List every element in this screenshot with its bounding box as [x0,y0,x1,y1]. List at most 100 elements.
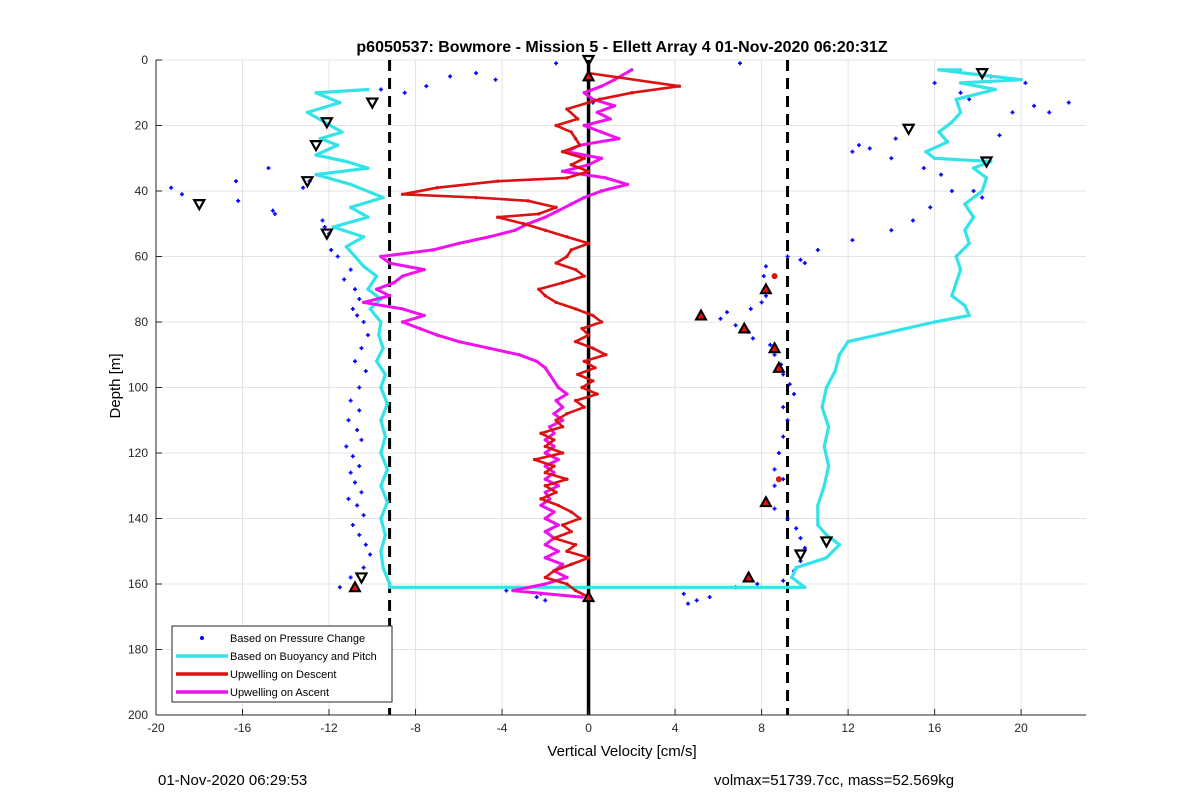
pressure-change-point [772,467,777,472]
upwelling-on-descentline-point [578,143,582,147]
pressure-change-point [1047,110,1052,115]
pressure-change-point [179,192,184,197]
based-on-buoyancy-and-pitchline-point [368,307,372,311]
upwelling-on-ascentline-point [543,477,548,481]
upwelling-on-ascentline-point [556,457,560,462]
up-triangle-marker [348,580,362,593]
pressure-change-point [893,136,898,141]
legend-box [171,625,393,703]
pressure-change-point [359,490,364,495]
pressure-change-point [798,257,803,262]
pressure-change-point [785,418,790,423]
based-on-buoyancy-and-pitchline-point [366,87,370,92]
legend-label: Upwelling on Ascent [230,687,329,699]
upwelling-on-descentline-point [543,575,548,580]
based-on-buoyancy-and-pitchline-point [305,110,310,115]
y-tick-label: 140 [128,512,148,526]
y-tick-label: 80 [135,315,149,329]
down-triangle-marker [979,156,994,169]
upwelling-on-ascentline-point [556,484,560,488]
upwelling-on-descentline-point [582,405,586,409]
pressure-change-point [355,503,360,508]
pressure-change-point [357,408,362,413]
pressure-change-point [802,545,807,550]
pressure-change-point [234,179,239,184]
based-on-buoyancy-and-pitchline-point [950,294,954,298]
x-tick-label: -12 [320,721,338,735]
y-tick-label: 60 [135,250,149,264]
pressure-change-point [856,143,861,148]
down-triangle-marker [319,117,334,130]
upwelling-on-descentline-point [576,372,580,377]
upwelling-on-descentline-point [565,235,569,239]
based-on-buoyancy-and-pitchline-point [366,166,370,170]
red-dot-marker [771,273,778,280]
pressure-change-point [368,552,373,557]
pressure-change-point [763,293,768,298]
upwelling-on-descentline-point [554,490,558,494]
x-tick-label: 12 [841,721,855,735]
pressure-change-point [681,591,686,596]
x-tick-label: -4 [497,721,508,735]
y-tick-label: 40 [135,184,149,198]
based-on-buoyancy-and-pitchline-point [314,91,318,95]
pressure-change-point [794,526,799,531]
upwelling-on-descentline-point [569,163,573,167]
upwelling-on-descentline-point [543,484,548,488]
upwelling-on-descentline-point [565,254,569,259]
based-on-buoyancy-and-pitchline-point [335,143,340,147]
upwelling-on-descentline-point [580,326,584,331]
upwelling-on-descentline-point [537,212,541,216]
pressure-change-point [352,287,357,292]
pressure-change-point [785,516,790,521]
up-triangle-marker [741,570,756,583]
upwelling-on-ascentline-point [582,123,586,128]
upwelling-on-descentline-point [582,156,586,160]
pressure-change-point [272,211,277,216]
pressure-change-point [357,385,362,390]
upwelling-on-descentline-point [582,359,586,363]
pressure-change-point [718,316,723,321]
upwelling-on-ascentline-point [630,68,634,72]
upwelling-on-ascentline-point [582,91,586,95]
upwelling-on-ascentline-point [513,228,517,232]
up-triangle-marker [737,321,751,334]
pressure-change-point [236,198,241,203]
upwelling-on-descentline-point [539,431,543,436]
upwelling-on-descentline-point [604,353,608,357]
pressure-change-point [958,90,963,95]
upwelling-on-ascentline-point [539,503,543,508]
based-on-buoyancy-and-pitchline-point [379,549,383,553]
upwelling-on-ascentline-point [379,254,383,259]
upwelling-on-ascentline-point [435,333,439,337]
upwelling-on-descentline-point [586,333,591,337]
upwelling-on-descentline-point [554,205,558,210]
pressure-change-point [493,77,498,82]
pressure-change-point [346,418,351,423]
down-triangle-marker [581,54,596,68]
based-on-buoyancy-and-pitchline-point [379,418,383,422]
pressure-change-point [772,483,777,488]
pressure-change-point [365,333,370,338]
upwelling-on-descentline-point [599,320,604,324]
pressure-change-point [694,598,699,603]
upwelling-on-ascentline-point [392,281,396,285]
upwelling-on-descentline-point [543,294,548,298]
based-on-buoyancy-and-pitchline-point [387,585,392,589]
upwelling-on-ascentline-point [387,294,392,298]
upwelling-on-ascentline-point [554,398,558,403]
based-on-buoyancy-and-pitchline-point [366,215,370,219]
upwelling-on-descentline-point [532,457,537,462]
based-on-buoyancy-and-pitchline-point [344,244,349,249]
based-on-buoyancy-and-pitchline-point [954,281,958,285]
pressure-change-point [266,166,271,171]
y-tick-label: 0 [141,53,148,67]
upwelling-on-ascentline-point [586,163,591,167]
based-on-buoyancy-and-pitchline-point [826,464,831,468]
pressure-change-point [348,575,353,580]
pressure-change-point [949,189,954,193]
y-axis-label: Depth [m] [107,353,124,418]
based-on-buoyancy-and-pitchline-point [963,303,967,308]
pressure-change-point [737,61,742,66]
based-on-buoyancy-and-pitchline-point [971,215,976,219]
